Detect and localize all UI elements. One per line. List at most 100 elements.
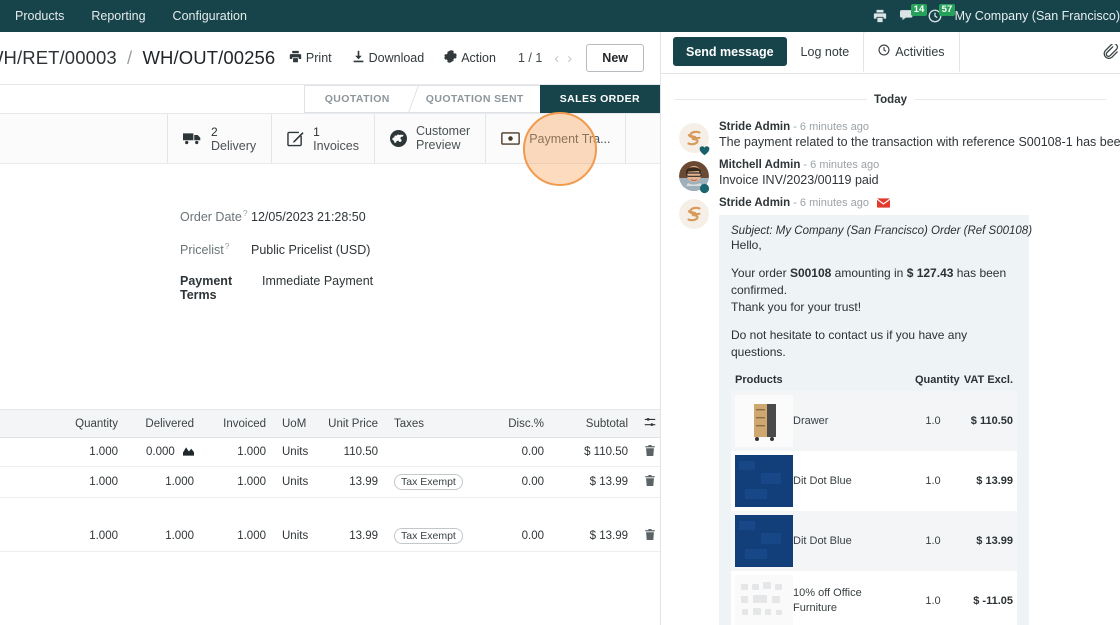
col-subtotal[interactable]: Subtotal	[552, 409, 636, 438]
heart-icon	[699, 143, 710, 156]
log-note-button[interactable]: Log note	[800, 45, 850, 59]
table-row[interactable]: 1.000 0.000 1.000 Units 110.50	[0, 437, 660, 467]
message-author[interactable]: Mitchell Admin	[719, 159, 801, 171]
email-preview-card: Subject: My Company (San Francisco) Orde…	[719, 215, 1032, 625]
nav-item-configuration[interactable]: Configuration	[172, 9, 247, 23]
smart-button-customer-preview[interactable]: Customer Preview	[375, 114, 487, 163]
cell-invoiced[interactable]: 1.000	[202, 520, 274, 552]
cell-subtotal: $ 13.99	[552, 520, 636, 552]
forecast-chart-icon[interactable]	[183, 446, 194, 459]
smart-button-invoices[interactable]: 1 Invoices	[272, 114, 376, 163]
cell-uom[interactable]: Units	[274, 466, 316, 498]
company-name[interactable]: My Company (San Francisco)	[954, 9, 1120, 23]
print-label: Print	[305, 51, 332, 65]
col-quantity[interactable]: Quantity	[58, 409, 126, 438]
cell-quantity[interactable]: 1.000	[58, 520, 126, 552]
delete-line-button[interactable]	[636, 466, 660, 498]
statusbar: QUOTATION QUOTATION SENT SALES ORDER	[303, 85, 660, 113]
cell-taxes[interactable]: Tax Exempt	[386, 520, 472, 552]
cell-discount[interactable]: 0.00	[472, 437, 552, 467]
cell-unit-price[interactable]: 110.50	[316, 437, 386, 467]
product-name: 10% off Office Furniture	[789, 571, 911, 625]
column-options-icon[interactable]	[636, 409, 660, 438]
col-delivered[interactable]: Delivered	[126, 409, 202, 438]
cell-invoiced[interactable]: 1.000	[202, 437, 274, 467]
cell-discount[interactable]: 0.00	[472, 520, 552, 552]
attachments-button[interactable]	[1103, 42, 1118, 64]
product-thumbnail-cell	[731, 451, 793, 511]
table-row: Dit Dot Blue 1.0 $ 13.99	[731, 451, 1017, 511]
cell-unit-price[interactable]: 13.99	[316, 466, 386, 498]
pager-next-button[interactable]: ›	[567, 49, 573, 67]
chat-bubble-icon[interactable]: 14	[899, 4, 928, 23]
nav-item-reporting[interactable]: Reporting	[91, 9, 146, 23]
cell-quantity[interactable]: 1.000	[58, 437, 126, 467]
product-price: $ 13.99	[955, 451, 1017, 511]
smart-button-text: Customer Preview	[416, 124, 471, 152]
message-author[interactable]: Stride Admin	[719, 121, 791, 133]
clock-icon[interactable]: 57	[928, 4, 956, 23]
table-row[interactable]: 1.000 1.000 1.000 Units 13.99 Tax Exempt…	[0, 520, 660, 552]
product-name: Dit Dot Blue	[789, 511, 911, 571]
table-row[interactable]: 1.000 1.000 1.000 Units 13.99 Tax Exempt…	[0, 466, 660, 498]
breadcrumb-previous[interactable]: WH/RET/00003	[0, 47, 117, 68]
activities-button[interactable]: Activities	[863, 32, 960, 72]
status-stage-quotation-sent[interactable]: QUOTATION SENT	[405, 85, 540, 113]
field-value-order-date[interactable]: 12/05/2023 21:28:50	[251, 210, 366, 225]
avatar[interactable]	[679, 123, 710, 156]
cell-delivered[interactable]: 0.000	[126, 437, 202, 467]
delete-line-button[interactable]	[636, 520, 660, 552]
cell-invoiced[interactable]: 1.000	[202, 466, 274, 498]
status-stage-sales-order[interactable]: SALES ORDER	[539, 85, 660, 113]
row-spacer	[0, 437, 58, 467]
cell-delivered[interactable]: 1.000	[126, 466, 202, 498]
smart-button-payment-transactions[interactable]: Payment Tra...	[486, 114, 627, 163]
message-author[interactable]: Stride Admin	[719, 197, 791, 209]
avatar[interactable]	[679, 161, 710, 194]
cell-discount[interactable]: 0.00	[472, 466, 552, 498]
cell-unit-price[interactable]: 13.99	[316, 520, 386, 552]
control-panel: WH/RET/00003 / WH/OUT/00256 Print	[0, 32, 660, 85]
action-button[interactable]: Action	[434, 46, 506, 70]
delete-line-button[interactable]	[636, 437, 660, 467]
cell-taxes[interactable]	[386, 437, 472, 467]
pencil-square-icon	[287, 131, 304, 147]
field-value-payment-terms[interactable]: Immediate Payment	[262, 274, 374, 288]
chatter-message-list[interactable]: Today	[661, 74, 1120, 625]
statusbar-row: QUOTATION QUOTATION SENT SALES ORDER	[0, 85, 660, 114]
gear-icon	[444, 50, 457, 66]
smart-button-delivery[interactable]: 2 Delivery	[168, 114, 273, 163]
help-icon[interactable]: ?	[224, 241, 230, 251]
col-unit-price[interactable]: Unit Price	[316, 409, 386, 438]
new-button[interactable]: New	[586, 44, 644, 72]
smart-button-text: 2 Delivery	[211, 125, 256, 153]
send-message-button[interactable]: Send message	[673, 37, 787, 66]
customer-preview-label-line1: Customer	[416, 124, 471, 138]
cell-uom[interactable]: Units	[274, 520, 316, 552]
field-row-pricelist: Pricelist? Public Pricelist (USD)	[180, 241, 660, 261]
print-button[interactable]: Print	[279, 46, 342, 70]
pager-previous-button[interactable]: ‹	[554, 49, 560, 67]
nav-item-products[interactable]: Products	[15, 9, 65, 23]
cell-uom[interactable]: Units	[274, 437, 316, 467]
cell-subtotal: $ 110.50	[552, 437, 636, 467]
download-label: Download	[368, 51, 425, 65]
avatar[interactable]	[679, 199, 709, 229]
activities-label: Activities	[895, 44, 945, 59]
status-stage-quotation[interactable]: QUOTATION	[303, 85, 406, 113]
help-icon[interactable]: ?	[242, 208, 248, 218]
col-discount[interactable]: Disc.%	[472, 409, 552, 438]
download-button[interactable]: Download	[342, 46, 435, 70]
field-value-pricelist[interactable]: Public Pricelist (USD)	[251, 243, 371, 258]
product-name: Dit Dot Blue	[789, 451, 911, 511]
cell-subtotal: $ 13.99	[552, 466, 636, 498]
cell-taxes[interactable]: Tax Exempt	[386, 466, 472, 498]
cell-quantity[interactable]: 1.000	[58, 466, 126, 498]
printer-icon[interactable]	[873, 9, 887, 23]
col-invoiced[interactable]: Invoiced	[202, 409, 274, 438]
cell-delivered[interactable]: 1.000	[126, 520, 202, 552]
col-uom[interactable]: UoM	[274, 409, 316, 438]
col-taxes[interactable]: Taxes	[386, 409, 472, 438]
product-price: $ 110.50	[955, 391, 1017, 451]
